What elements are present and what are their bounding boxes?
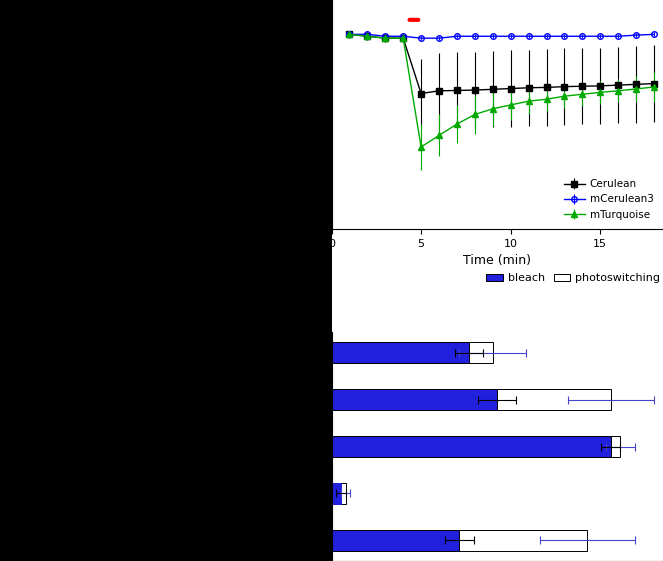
X-axis label: Time (min): Time (min) <box>463 254 531 267</box>
Y-axis label: Normalized fluorescence: Normalized fluorescence <box>278 37 292 192</box>
Bar <box>332 389 611 410</box>
Bar <box>332 530 459 550</box>
Legend: bleach, photoswitching: bleach, photoswitching <box>482 269 663 288</box>
Bar <box>332 342 493 364</box>
Bar <box>332 483 345 504</box>
Text: C: C <box>265 282 278 300</box>
Bar <box>332 389 497 410</box>
Legend: Cerulean, mCerulean3, mTurquoise: Cerulean, mCerulean3, mTurquoise <box>560 175 658 224</box>
Bar <box>332 436 611 457</box>
Bar <box>332 483 341 504</box>
Bar <box>332 436 621 457</box>
Bar <box>332 342 469 364</box>
Bar <box>332 530 587 550</box>
